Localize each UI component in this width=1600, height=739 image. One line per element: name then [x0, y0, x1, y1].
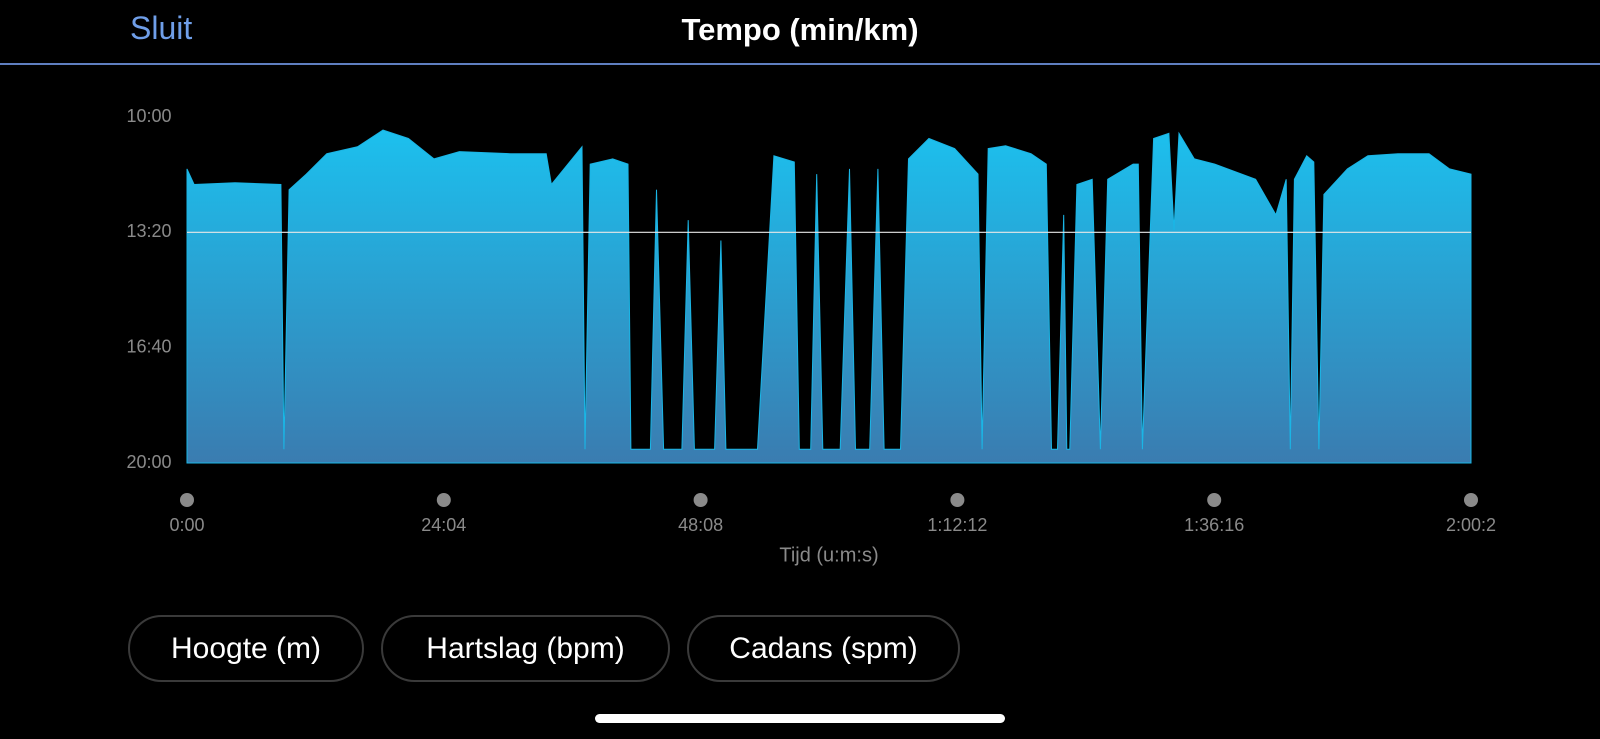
x-tick-dot: [950, 493, 965, 507]
metric-button[interactable]: Cadans (spm): [687, 615, 960, 682]
x-tick-dot: [693, 493, 708, 507]
y-tick-label: 13:20: [126, 221, 171, 241]
x-tick-dot: [1464, 493, 1478, 507]
y-tick-label: 10:00: [126, 106, 171, 126]
screen-title: Tempo (min/km): [681, 12, 919, 47]
x-tick-dot: [180, 493, 194, 507]
x-tick-label: 0:00: [169, 515, 204, 535]
close-button[interactable]: Sluit: [130, 10, 193, 46]
x-tick-dot: [436, 493, 451, 507]
chart: 10:00 13:20 16:40 20:00 0:00 24:04 48:08 1:12:1…: [126, 106, 1496, 567]
x-axis-label: Tijd (u:m:s): [779, 544, 878, 566]
header-divider: [0, 63, 1600, 65]
x-tick-label: 48:08: [678, 515, 723, 535]
x-tick-label: 1:12:12: [927, 515, 987, 535]
x-tick-label: 1:36:16: [1184, 515, 1244, 535]
y-tick-label: 20:00: [126, 452, 171, 472]
x-tick-label: 24:04: [421, 515, 466, 535]
home-indicator: [595, 714, 1005, 723]
y-tick-label: 16:40: [126, 336, 171, 356]
x-tick-dot: [1207, 493, 1222, 507]
metric-button[interactable]: Hoogte (m): [128, 615, 364, 682]
metric-button[interactable]: Hartslag (bpm): [381, 615, 670, 682]
pace-area: [186, 129, 1472, 464]
x-tick-label: 2:00:2: [1446, 515, 1496, 535]
